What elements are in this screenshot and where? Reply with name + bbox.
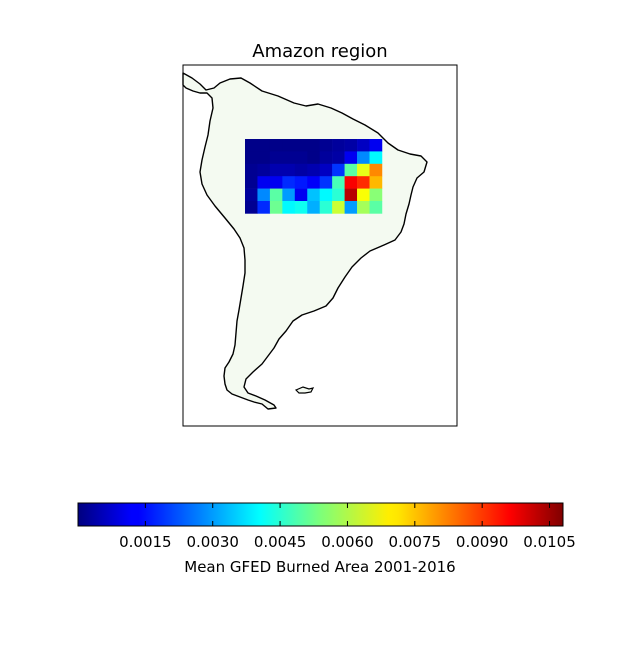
- heatmap-cell: [319, 176, 333, 189]
- falkland-islands: [294, 386, 315, 394]
- chart-title: Amazon region: [252, 41, 387, 62]
- heatmap-cell: [332, 201, 345, 214]
- heatmap-cell: [307, 151, 320, 165]
- heatmap-cell: [269, 188, 283, 202]
- heatmap-cell: [332, 176, 345, 189]
- heatmap-cell: [369, 201, 383, 214]
- heatmap-cell: [282, 139, 296, 152]
- heatmap-cell: [357, 139, 370, 152]
- heatmap-cell: [282, 201, 296, 214]
- heatmap-cell: [282, 188, 296, 202]
- heatmap-cell: [357, 188, 370, 202]
- heatmap-cell: [369, 188, 383, 202]
- heatmap-cell: [294, 139, 308, 152]
- heatmap-cell: [332, 163, 345, 177]
- heatmap-cell: [357, 201, 370, 214]
- heatmap-grid: [245, 139, 383, 214]
- heatmap-cell: [245, 188, 258, 202]
- colorbar-ticks: 0.0015 0.0030 0.0045 0.0060 0.0075 0.0090 0.01…: [119, 503, 576, 551]
- colorbar-tick-label: 0.0030: [186, 533, 239, 551]
- colorbar: 0.0015 0.0030 0.0045 0.0060 0.0075 0.0090 0.01…: [77, 502, 576, 576]
- heatmap-cell: [319, 188, 333, 202]
- heatmap-cell: [307, 139, 320, 152]
- heatmap-cell: [282, 163, 296, 177]
- heatmap-cell: [257, 201, 271, 214]
- heatmap-cell: [319, 151, 333, 165]
- heatmap-cell: [294, 176, 308, 189]
- heatmap-cell: [245, 163, 258, 177]
- heatmap-cell: [257, 151, 271, 165]
- heatmap-cell: [369, 176, 383, 189]
- heatmap-cell: [282, 151, 296, 165]
- map-frame: [182, 64, 458, 427]
- heatmap-cell: [357, 151, 370, 165]
- heatmap-cell: [294, 201, 308, 214]
- heatmap-cell: [357, 176, 370, 189]
- colorbar-tick-label: 0.0015: [119, 533, 172, 551]
- heatmap-cell: [269, 176, 283, 189]
- heatmap-cell: [307, 188, 320, 202]
- heatmap-cell: [257, 163, 271, 177]
- heatmap-cell: [344, 151, 358, 165]
- colorbar-gradient: [77, 502, 564, 527]
- heatmap-cell: [319, 201, 333, 214]
- heatmap-cell: [269, 201, 283, 214]
- heatmap-cell: [369, 139, 383, 152]
- colorbar-label: Mean GFED Burned Area 2001-2016: [184, 558, 455, 576]
- heatmap-cell: [369, 151, 383, 165]
- heatmap-cell: [282, 176, 296, 189]
- heatmap-cell: [307, 201, 320, 214]
- heatmap-cell: [357, 163, 370, 177]
- colorbar-tick-label: 0.0075: [389, 533, 442, 551]
- heatmap-cell: [319, 139, 333, 152]
- heatmap-cell: [307, 176, 320, 189]
- colorbar-tick-label: 0.0045: [254, 533, 307, 551]
- colorbar-tick-label: 0.0105: [523, 533, 576, 551]
- heatmap-cell: [332, 151, 345, 165]
- heatmap-cell: [245, 151, 258, 165]
- heatmap-cell: [332, 139, 345, 152]
- heatmap-cell: [257, 176, 271, 189]
- heatmap-cell: [257, 139, 271, 152]
- heatmap-cell: [307, 163, 320, 177]
- heatmap-cell: [344, 201, 358, 214]
- heatmap-cell: [245, 176, 258, 189]
- heatmap-cell: [294, 188, 308, 202]
- heatmap-cell: [344, 188, 358, 202]
- map-axes: [182, 64, 458, 427]
- heatmap-cell: [332, 188, 345, 202]
- heatmap-cell: [319, 163, 333, 177]
- heatmap-cell: [257, 188, 271, 202]
- colorbar-tick-label: 0.0090: [456, 533, 509, 551]
- heatmap-cell: [269, 139, 283, 152]
- heatmap-cell: [269, 151, 283, 165]
- heatmap-cell: [245, 139, 258, 152]
- colorbar-tick-label: 0.0060: [321, 533, 374, 551]
- heatmap-cell: [294, 163, 308, 177]
- heatmap-cell: [344, 176, 358, 189]
- heatmap-cell: [344, 139, 358, 152]
- heatmap-cell: [344, 163, 358, 177]
- heatmap-cell: [294, 151, 308, 165]
- heatmap-cell: [369, 163, 383, 177]
- heatmap-cell: [245, 201, 258, 214]
- heatmap-cell: [269, 163, 283, 177]
